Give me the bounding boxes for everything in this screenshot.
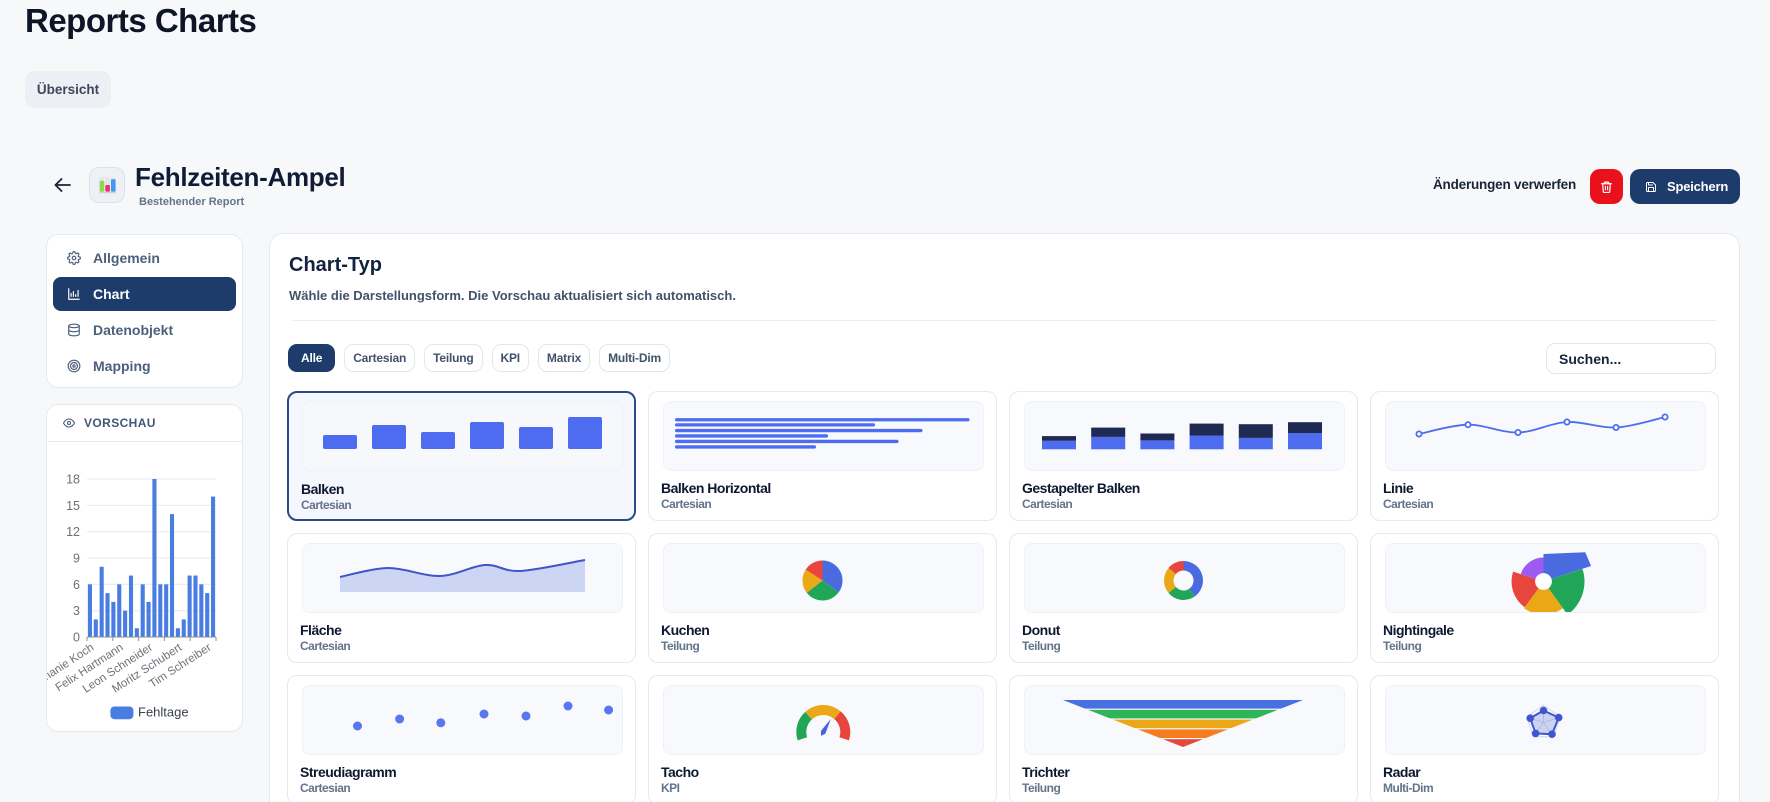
svg-text:15: 15 xyxy=(66,499,80,513)
svg-text:Fehltage: Fehltage xyxy=(138,705,189,720)
svg-text:9: 9 xyxy=(73,552,80,566)
svg-text:18: 18 xyxy=(66,473,80,487)
svg-text:0: 0 xyxy=(73,631,80,645)
svg-text:3: 3 xyxy=(73,604,80,618)
svg-text:6: 6 xyxy=(73,578,80,592)
svg-text:12: 12 xyxy=(66,525,80,539)
